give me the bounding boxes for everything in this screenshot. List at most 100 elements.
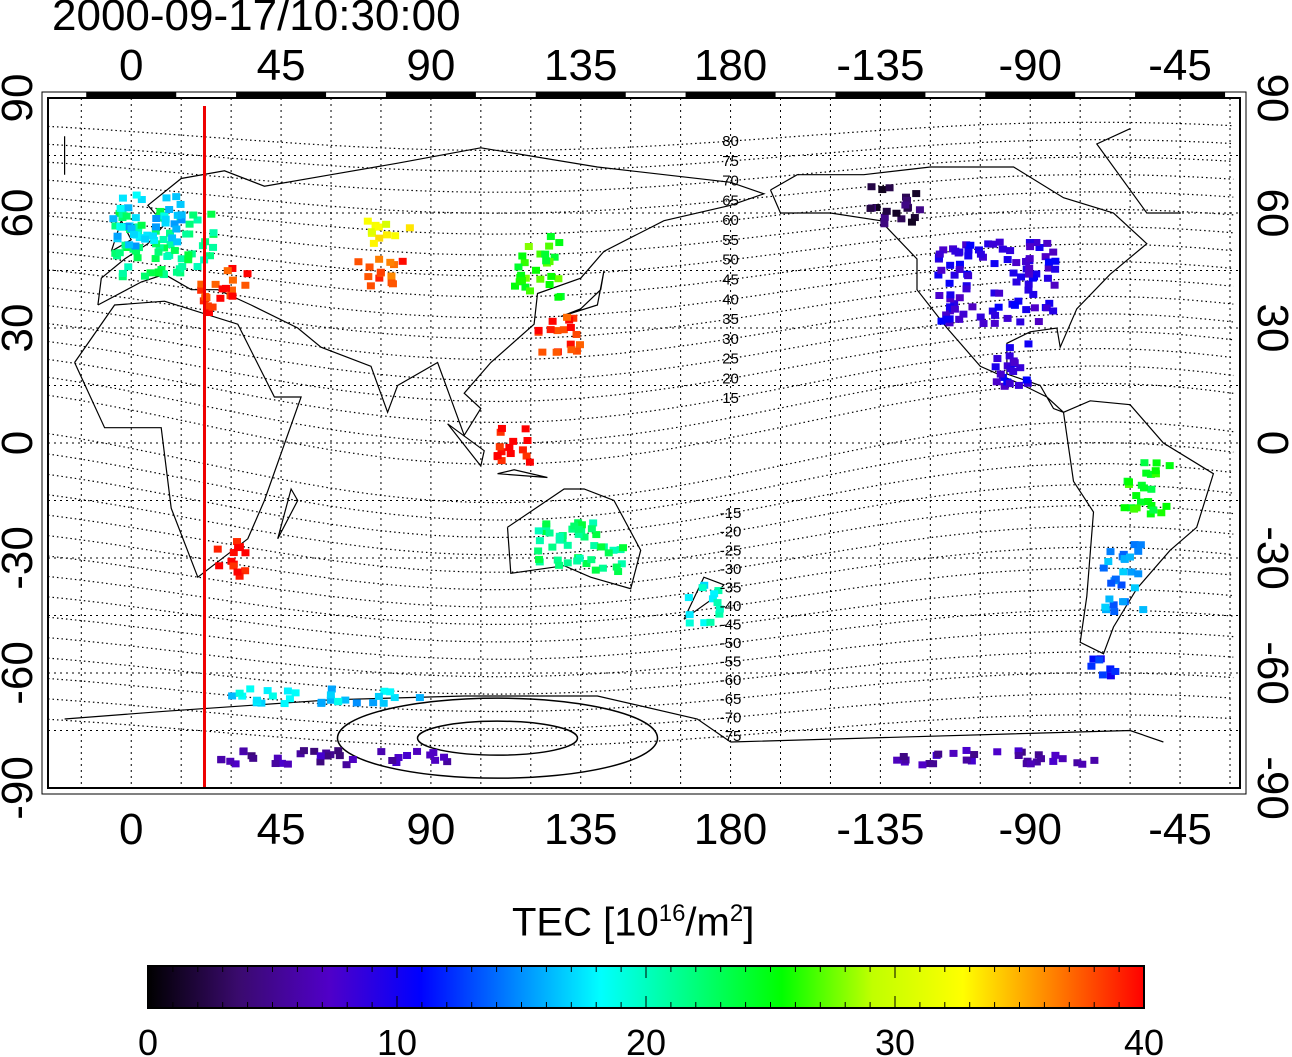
x-tick-label-top: 0	[119, 41, 143, 90]
tec-cell-central-asia	[386, 258, 395, 266]
tec-cell-china-north	[542, 257, 551, 265]
tec-cell-australia	[604, 549, 613, 557]
tec-cell-argentina	[1125, 553, 1134, 561]
tec-cell-new-zealand	[713, 599, 722, 607]
tec-cell-new-zealand	[698, 584, 707, 592]
contour-label-south: -45	[720, 617, 742, 634]
tec-cell-argentina	[1119, 568, 1128, 576]
tec-cell-brazil	[1147, 501, 1156, 509]
tec-cell-indonesia	[523, 437, 532, 445]
tec-cell-north-america	[945, 279, 954, 287]
tec-cell-antarctica-west	[949, 749, 958, 757]
tec-cell-europe	[115, 249, 124, 257]
tec-cell-antarctic-coast	[341, 696, 350, 704]
tec-cell-north-europe	[125, 241, 134, 249]
tec-cell-mediterranean	[211, 280, 220, 288]
coastline-segment	[447, 423, 485, 468]
tec-cell-china-south	[567, 346, 576, 354]
x-tick-label-top: -45	[1148, 41, 1212, 90]
tec-cell-alaska	[915, 206, 924, 214]
tec-cell-australia	[577, 521, 586, 529]
tec-cell-china-north	[514, 263, 523, 271]
coastline-segment	[769, 166, 1148, 413]
tec-cell-north-america	[939, 246, 948, 254]
south-pole-contour	[336, 697, 659, 779]
magnetic-latitude-contour	[48, 630, 1234, 678]
tec-cell-new-zealand	[685, 611, 694, 619]
tec-cell-antarctica-east	[335, 752, 344, 760]
contour-label-south: -65	[720, 691, 742, 708]
tec-cell-north-america	[937, 317, 946, 325]
contour-label-north: 20	[722, 370, 739, 387]
tec-cell-north-america	[1022, 306, 1031, 314]
contour-label-south: -60	[720, 672, 742, 689]
contour-label-south: -30	[720, 561, 742, 578]
tec-cell-north-europe	[172, 225, 181, 233]
map-axis-ticks: 0 45 90 135 180 -135 -90 -450 45 90 135 180 -135 -90-…	[0, 41, 1292, 854]
magnetic-latitude-contour	[48, 382, 1234, 465]
tec-cell-north-europe	[141, 235, 150, 243]
y-tick-label-right: 0	[1248, 431, 1292, 455]
tec-cell-china-south	[553, 327, 562, 335]
tec-cell-tierra-del-fuego	[1087, 662, 1096, 670]
x-tick-label-bottom: -90	[998, 805, 1062, 854]
tec-cell-north-america	[991, 311, 1000, 319]
magnetic-latitude-contour	[48, 313, 1234, 382]
contour-label-south: -35	[720, 579, 742, 596]
tec-cell-china-north	[536, 275, 545, 283]
y-tick-label-right: 90	[1248, 74, 1292, 123]
tec-cell-europe	[170, 246, 179, 254]
tec-cell-antarctic-coast	[280, 700, 289, 708]
tec-cell-central-america	[1000, 382, 1009, 390]
tec-cell-new-zealand	[714, 587, 723, 595]
tec-cell-alaska	[901, 201, 910, 209]
tec-cell-north-america	[1006, 247, 1015, 255]
tec-cell-north-america	[988, 307, 997, 315]
tec-cell-north-america	[959, 310, 968, 318]
tec-cell-australia	[617, 560, 626, 568]
tec-cell-antarctic-coast	[326, 691, 335, 699]
tec-cell-tierra-del-fuego	[1095, 656, 1104, 664]
tec-cell-brazil	[1124, 478, 1133, 486]
tec-cell-australia	[590, 542, 599, 550]
tec-cell-north-europe	[132, 191, 141, 199]
tec-cell-australia	[612, 563, 621, 571]
tec-cell-north-america	[937, 266, 946, 274]
tec-cell-new-zealand	[710, 590, 719, 598]
tec-cell-mediterranean	[223, 267, 232, 275]
tec-cell-alaska	[867, 183, 876, 191]
tec-cell-china-north	[554, 293, 563, 301]
contour-label-south: -75	[720, 728, 742, 745]
tec-cell-antarctica-west	[970, 751, 979, 759]
tec-cell-south-africa	[235, 572, 244, 580]
tec-cell-europe	[198, 242, 207, 250]
colorbar-title-unit: /m	[685, 900, 730, 945]
x-axis-bar-top	[236, 92, 327, 98]
tec-cell-antarctica-east	[426, 751, 435, 759]
tec-cell-siberia	[375, 234, 384, 242]
magnetic-latitude-contours	[48, 121, 1234, 779]
x-tick-label-bottom: 0	[119, 805, 143, 854]
tec-cell-central-america	[1009, 367, 1018, 375]
tec-cell-indonesia	[525, 458, 534, 466]
tec-cell-north-america	[1045, 299, 1054, 307]
tec-cell-alaska	[878, 186, 887, 194]
tec-cell-china-south	[563, 313, 572, 321]
tec-cell-argentina	[1117, 581, 1126, 589]
tec-cell-china-south	[559, 326, 568, 334]
tec-cell-north-america	[955, 294, 964, 302]
tec-cell-alaska	[872, 204, 881, 212]
tec-cell-north-america	[1012, 278, 1021, 286]
y-tick-label-right: -60	[1248, 641, 1292, 705]
x-axis-bar-top	[685, 92, 776, 98]
tec-cell-antarctica-east	[440, 753, 449, 761]
tec-cell-tierra-del-fuego	[1106, 665, 1115, 673]
tec-cell-alaska	[903, 196, 912, 204]
tec-cell-antarctica-east	[431, 756, 440, 764]
tec-cell-argentina	[1120, 555, 1129, 563]
tec-cell-antarctica-east	[316, 752, 325, 760]
tec-cell-argentina	[1127, 568, 1136, 576]
tec-cell-north-europe	[162, 194, 171, 202]
tec-cell-antarctica-east	[342, 761, 351, 769]
magnetic-latitude-contour	[48, 347, 1234, 424]
